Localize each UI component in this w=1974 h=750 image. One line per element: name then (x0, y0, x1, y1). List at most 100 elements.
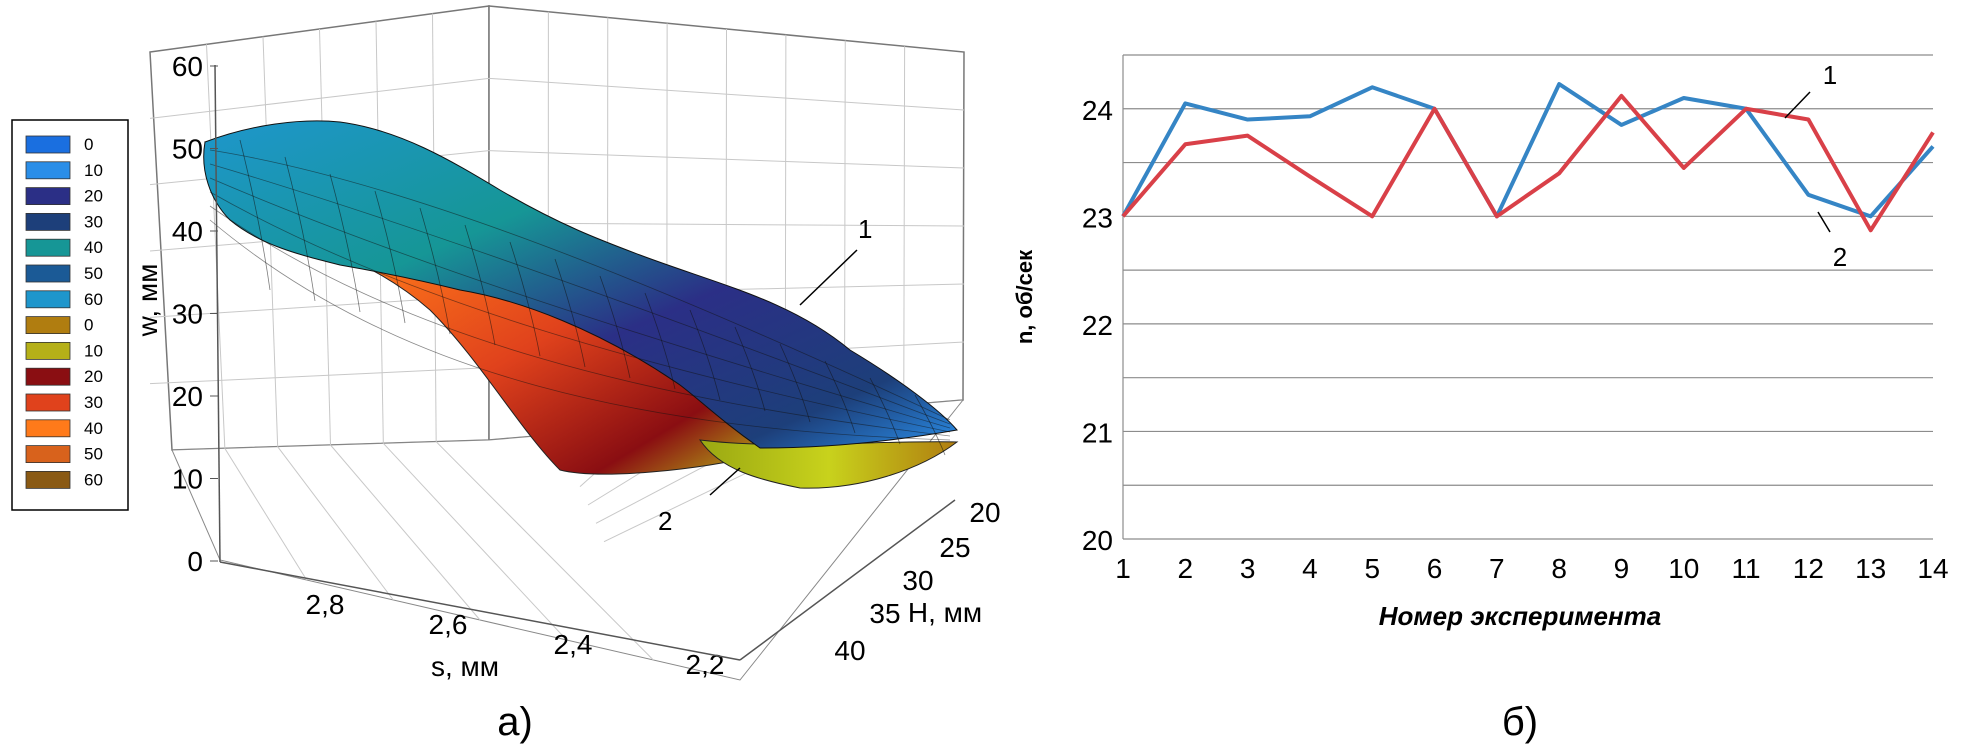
z-tick-label: 50 (172, 134, 203, 165)
x-tick-label: 13 (1855, 553, 1886, 584)
x-axis-ticks: 1 2 3 4 5 6 7 8 9 10 11 12 13 14 (1115, 553, 1948, 584)
legend-label: 20 (84, 187, 103, 206)
legend-label: 10 (84, 341, 103, 360)
s-tick-label: 2,8 (306, 589, 345, 620)
surface-label-2: 2 (658, 506, 672, 536)
s-tick-label: 2,4 (554, 629, 593, 660)
z-tick-label: 60 (172, 51, 203, 82)
floor-gridline (382, 442, 568, 641)
z-tick-label: 10 (172, 464, 203, 495)
legend-label: 20 (84, 367, 103, 386)
z-axis-label: w, мм (132, 264, 163, 338)
mesh-line (329, 173, 361, 313)
legend-label: 50 (84, 445, 103, 464)
legend-swatch (25, 393, 71, 412)
legend-swatch (25, 316, 71, 335)
legend-swatch (25, 238, 71, 257)
floor-gridline (224, 448, 308, 581)
z-axis-line (214, 64, 221, 563)
mesh-line (209, 149, 951, 421)
mesh-line (284, 156, 316, 302)
legend-swatch (25, 419, 71, 438)
legend-label: 0 (84, 316, 93, 335)
mesh-line (464, 224, 496, 346)
series-2-line (1121, 93, 1935, 233)
wall-gridline (206, 44, 226, 449)
mesh-line (599, 275, 631, 379)
mesh-line (689, 309, 721, 401)
s-axis-ticks: 2,82,62,42,2 (219, 561, 741, 680)
mesh-line (509, 241, 541, 357)
y-tick-label: 24 (1082, 95, 1113, 126)
legend-label: 30 (84, 212, 103, 231)
x-tick-label: 10 (1668, 553, 1699, 584)
y-axis-ticks: 20 21 22 23 24 (1082, 95, 1113, 556)
x-tick-label: 5 (1364, 553, 1380, 584)
h-axis-line (739, 499, 956, 661)
legend-swatch (25, 135, 71, 154)
z-tick-label: 30 (172, 299, 203, 330)
y-tick-label: 21 (1082, 417, 1113, 448)
mesh-line (374, 190, 406, 324)
floor-gridline (330, 444, 481, 621)
x-axis-label: Номер эксперимента (1379, 601, 1662, 631)
mesh-line (914, 394, 946, 456)
floor-gridline (435, 441, 654, 661)
h-tick-label: 30 (902, 565, 933, 596)
x-tick-label: 3 (1240, 553, 1256, 584)
series-1-line (1121, 82, 1935, 219)
series-label-2: 2 (1833, 242, 1847, 272)
legend-swatch (25, 212, 71, 231)
x-tick-label: 2 (1178, 553, 1194, 584)
floor-gridline (277, 446, 394, 601)
x-tick-label: 4 (1302, 553, 1318, 584)
legend-label: 30 (84, 393, 103, 412)
legend-swatch (25, 367, 71, 386)
series-label-1: 1 (1823, 60, 1837, 90)
legend-swatch (25, 187, 71, 206)
y-tick-label: 22 (1082, 310, 1113, 341)
x-tick-label: 1 (1115, 553, 1131, 584)
x-tick-label: 9 (1614, 553, 1630, 584)
x-tick-label: 14 (1917, 553, 1948, 584)
h-tick-label: 25 (939, 532, 970, 563)
series-2-leader (1817, 211, 1831, 233)
mesh-line (779, 343, 811, 423)
z-axis-ticks: 0 10 20 30 40 50 60 (172, 51, 221, 577)
s-axis-label: s, мм (431, 651, 499, 682)
s-tick-label: 2,6 (429, 609, 468, 640)
mesh-line (209, 191, 951, 433)
mesh-line (419, 207, 451, 335)
x-tick-label: 11 (1732, 553, 1761, 584)
y-tick-label: 23 (1082, 202, 1113, 233)
z-tick-label: 40 (172, 216, 203, 247)
mesh-line (554, 258, 586, 368)
mesh-line (209, 219, 951, 441)
x-tick-label: 7 (1489, 553, 1505, 584)
legend: 0 10 20 30 40 50 60 0 10 20 30 40 50 60 (11, 119, 129, 511)
h-axis-label: H, мм (908, 597, 982, 628)
chart-series (1121, 82, 1935, 233)
legend-swatch (25, 470, 71, 489)
y-tick-label: 20 (1082, 525, 1113, 556)
surface-mesh (209, 139, 951, 456)
caption-b: б) (1502, 700, 1538, 744)
wall-gridline (903, 46, 906, 406)
legend-box (11, 119, 129, 511)
legend-label: 10 (84, 161, 103, 180)
x-tick-label: 12 (1793, 553, 1824, 584)
x-tick-label: 8 (1551, 553, 1567, 584)
mesh-line (209, 163, 951, 425)
s-axis-line (219, 561, 741, 661)
mesh-line (734, 326, 766, 412)
legend-label: 60 (84, 470, 103, 489)
legend-swatch (25, 161, 71, 180)
legend-label: 50 (84, 264, 103, 283)
h-tick-label: 35 (869, 598, 900, 629)
z-tick-label: 20 (172, 381, 203, 412)
legend-label: 40 (84, 419, 103, 438)
caption-a: а) (497, 700, 533, 744)
